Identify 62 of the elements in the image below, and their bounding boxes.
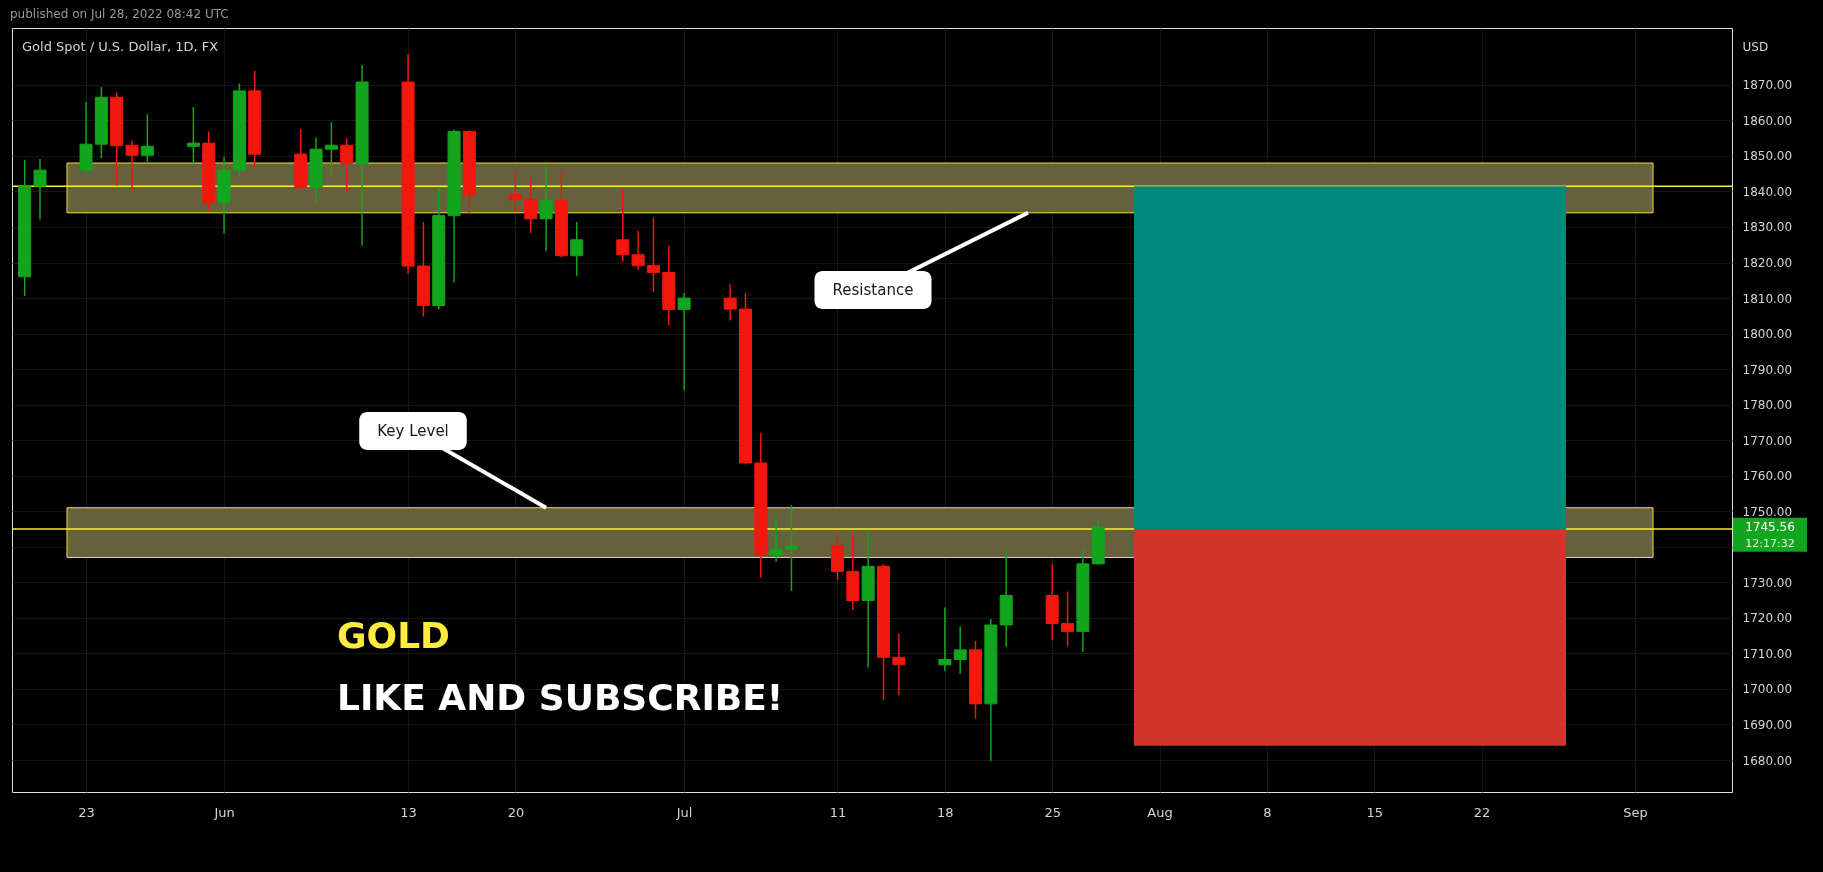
x-tick-label: 25 [1044, 804, 1061, 820]
text: Gold Spot / U.S. Dollar, 1D, FX [22, 39, 219, 54]
annotation: LIKE AND SUBSCRIBE! [337, 677, 784, 718]
y-tick-label: 1790.00 [1742, 362, 1793, 377]
y-tick-label: 1780.00 [1742, 398, 1793, 413]
y-tick-label: 1760.00 [1742, 469, 1793, 484]
y-tick-label: 1830.00 [1742, 220, 1793, 235]
x-tick-label: Jun [213, 804, 235, 820]
y-tick-label: 1700.00 [1742, 682, 1793, 697]
y-tick-label: 1850.00 [1742, 149, 1793, 164]
x-tick-label: 20 [507, 804, 525, 820]
text: 12:17:32 [1745, 537, 1795, 551]
candlestick [1061, 590, 1075, 648]
candlestick [140, 113, 154, 163]
y-tick-label: 1750.00 [1742, 504, 1793, 519]
candlestick [723, 283, 737, 322]
x-tick-label: 18 [937, 804, 954, 820]
x-tick-label: 23 [78, 804, 95, 820]
x-tick-label: Jul [675, 804, 693, 820]
y-tick-label: 1710.00 [1742, 646, 1793, 661]
candlestick [570, 221, 584, 277]
x-tick-label: 15 [1366, 804, 1384, 820]
y-tick-label: 1680.00 [1742, 753, 1793, 768]
candlestick [631, 229, 645, 271]
y-tick-label: 1730.00 [1742, 575, 1793, 590]
y-axis-title: USD [1742, 39, 1769, 54]
candlestick [892, 632, 906, 697]
x-tick-label: 11 [829, 804, 847, 820]
x-tick-label: Aug [1147, 804, 1173, 820]
text: published on Jul 28, 2022 08:42 UTC [10, 7, 229, 21]
y-tick-label: 1840.00 [1742, 184, 1793, 199]
candlestick [938, 606, 952, 672]
y-tick-label: 1800.00 [1742, 327, 1793, 342]
candlestick [340, 137, 354, 192]
y-tick-label: 1860.00 [1742, 113, 1793, 128]
candlestick [784, 504, 798, 592]
y-tick-label: 1770.00 [1742, 433, 1793, 448]
y-tick-label: 1810.00 [1742, 291, 1793, 306]
candlestick [524, 178, 538, 234]
candlestick [539, 164, 553, 252]
candlestick [324, 121, 338, 177]
candlestick [769, 516, 783, 563]
y-tick-label: 1720.00 [1742, 611, 1793, 626]
y-tick-label: 1870.00 [1742, 78, 1793, 93]
candlestick [616, 187, 630, 263]
band-label: Key Level [377, 422, 449, 440]
candlestick [953, 625, 967, 675]
candlestick [646, 217, 660, 293]
y-tick-label: 1690.00 [1742, 717, 1793, 732]
y-tick-label: 1820.00 [1742, 256, 1793, 271]
annotation: GOLD [337, 615, 450, 656]
x-tick-label: 13 [400, 804, 417, 820]
candlestick [508, 170, 522, 213]
candlestick [677, 292, 691, 392]
candlestick [125, 139, 139, 191]
text: 1745.56 [1745, 520, 1795, 535]
band-label: Resistance [832, 281, 914, 299]
x-tick-label: 8 [1263, 804, 1272, 820]
candlestick [33, 158, 47, 221]
x-tick-label: 22 [1473, 804, 1491, 820]
x-tick-label: Sep [1623, 804, 1648, 820]
candlestick [186, 106, 200, 165]
